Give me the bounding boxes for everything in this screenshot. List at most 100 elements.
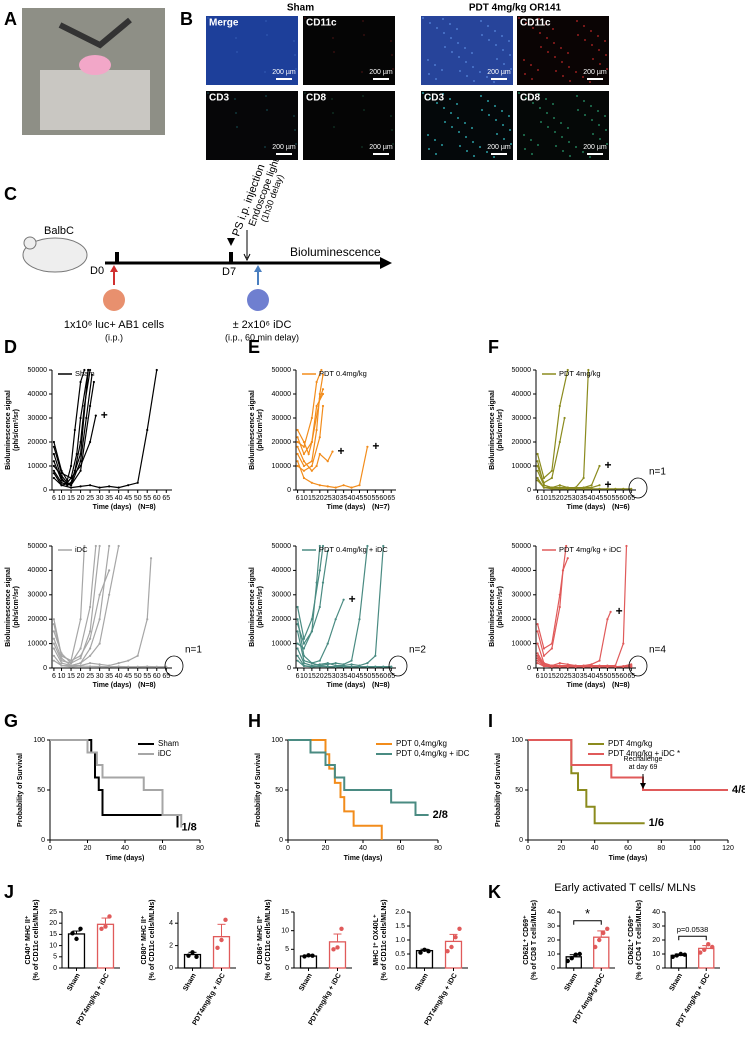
data-point: [558, 440, 561, 444]
data-point: [146, 618, 149, 621]
cell-signal: [332, 112, 334, 114]
data-line: [53, 415, 97, 479]
x-tick-label: 55: [371, 673, 379, 680]
cell-signal: [466, 150, 468, 152]
responder-circle: [628, 477, 648, 499]
scale-bar-label: 200 µm: [487, 69, 511, 76]
group-title: Early activated T cells/ MLNs: [554, 882, 696, 894]
data-point: [587, 368, 590, 372]
cell-signal: [509, 129, 511, 131]
data-point: [302, 647, 306, 650]
y-tick-label: 0: [285, 965, 289, 972]
data-point: [569, 956, 574, 961]
tile-label: CD3: [424, 93, 444, 104]
cell-signal: [479, 71, 481, 73]
data-point: [342, 665, 345, 668]
cell-signal: [547, 51, 549, 53]
x-tick-label: 60: [619, 495, 627, 502]
cell-signal: [441, 69, 443, 71]
data-point: [69, 659, 73, 662]
significance-label: p=0.0538: [677, 925, 709, 934]
x-tick-label: 25: [324, 673, 332, 680]
data-point: [60, 664, 63, 667]
cell-signal: [561, 136, 563, 138]
data-point: [302, 469, 306, 472]
x-tick-label: PDT4mg/kg + iDC: [423, 972, 458, 1026]
cell-signal: [235, 37, 237, 39]
mouse: [22, 237, 88, 273]
data-point: [127, 484, 130, 487]
data-point: [542, 486, 546, 489]
cell-signal: [235, 112, 237, 114]
data-point: [79, 654, 82, 657]
x-tick-label: 120: [722, 845, 734, 852]
cell-signal: [523, 59, 525, 61]
x-tick-label: Sham: [414, 972, 430, 992]
data-point: [326, 642, 329, 645]
data-point: [88, 662, 92, 665]
x-tick-label: 30: [332, 673, 340, 680]
y-tick-label: 0: [551, 965, 555, 972]
y-tick-label: 2.0: [395, 909, 405, 916]
data-point: [318, 452, 321, 456]
cell-signal: [428, 73, 430, 75]
data-point: [350, 665, 353, 668]
y-tick-label: 50000: [512, 543, 532, 550]
data-point: [536, 652, 539, 655]
x-tick-label: 6: [536, 673, 540, 680]
x-tick-label: 50: [134, 495, 142, 502]
data-point: [79, 657, 82, 660]
y-tick-label: 0.0: [395, 965, 405, 972]
x-tick-label: 80: [434, 845, 442, 852]
data-point: [561, 569, 565, 572]
cell-signal: [496, 133, 498, 135]
x-tick-label: 45: [596, 673, 604, 680]
scale-bar-label: 200 µm: [369, 144, 393, 151]
cell-signal: [552, 103, 554, 105]
cell-signal: [539, 32, 541, 34]
data-point: [302, 664, 306, 668]
y-axis-label: (% of CD4 T cells/MLNs): [636, 900, 643, 980]
data-point: [98, 665, 101, 668]
cell-signal: [294, 129, 296, 131]
y-tick-label: 0: [519, 837, 523, 844]
cell-signal: [584, 114, 586, 116]
cell-signal: [501, 110, 503, 112]
legend-label: Sham: [158, 739, 179, 748]
data-point: [710, 944, 715, 950]
data-point: [296, 436, 299, 439]
data-point: [88, 404, 92, 408]
n-label: (N=8): [138, 682, 156, 689]
data-point: [60, 479, 63, 482]
cell-signal: [532, 102, 534, 104]
data-point: [90, 373, 94, 376]
data-point: [574, 665, 577, 668]
data-point: [326, 662, 329, 665]
x-axis-label: Time (days): [93, 504, 132, 511]
y-tick-label: 10: [49, 942, 57, 949]
data-point: [350, 663, 353, 666]
data-point: [296, 445, 299, 448]
censor-mark: +: [604, 477, 611, 491]
data-point: [321, 581, 325, 584]
data-point: [136, 481, 139, 484]
data-point: [117, 662, 120, 665]
annotation: Rechallenge: [624, 756, 663, 763]
cell-signal: [555, 70, 557, 72]
x-tick-label: 10: [58, 495, 66, 502]
y-tick-label: 30000: [272, 592, 292, 599]
data-point: [302, 452, 306, 456]
x-tick-label: 55: [611, 495, 619, 502]
data-point: [190, 950, 195, 955]
cell-signal: [597, 110, 599, 112]
y-tick-label: 0: [279, 837, 283, 844]
cell-signal: [391, 54, 393, 56]
x-tick-label: Sham: [298, 972, 314, 992]
data-point: [296, 440, 299, 444]
x-tick-label: 15: [308, 673, 316, 680]
data-point: [69, 464, 73, 468]
y-tick-label: 15: [49, 931, 57, 938]
censor-mark: +: [616, 604, 623, 618]
x-tick-label: 15: [67, 673, 75, 680]
